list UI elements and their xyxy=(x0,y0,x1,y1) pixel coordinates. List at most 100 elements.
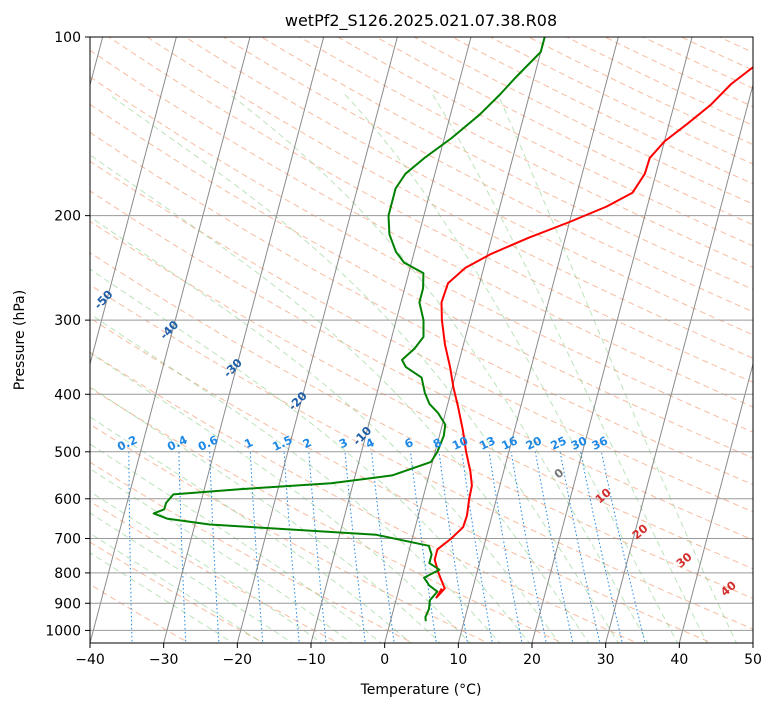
isotherm-line xyxy=(163,37,325,643)
mixing-ratio-label: 0.1 xyxy=(68,433,92,454)
dry-adiabat-line xyxy=(527,37,753,146)
isotherm-line xyxy=(90,37,177,366)
isotherm-line xyxy=(678,362,753,643)
mixing-ratio-label: 30 xyxy=(569,433,589,452)
dry-adiabat-line xyxy=(90,252,753,600)
x-tick-label: −20 xyxy=(223,652,253,668)
isotherm-line xyxy=(90,37,251,643)
mixing-ratio-line xyxy=(600,451,646,643)
x-axis-title: Temperature (°C) xyxy=(360,682,482,698)
mixing-ratio-label: 2 xyxy=(301,435,314,451)
mixing-ratio-line xyxy=(488,451,523,643)
dry-adiabat-line xyxy=(90,541,265,643)
moist-adiabat-line xyxy=(432,94,708,643)
y-tick-label: 400 xyxy=(54,387,81,403)
isotherm-label: -60 xyxy=(29,242,54,267)
mixing-ratio-label: 1.5 xyxy=(270,432,294,453)
isotherm-line xyxy=(310,37,472,643)
mixing-ratio-label: 36 xyxy=(589,433,609,452)
isotherm-line xyxy=(531,37,693,643)
y-tick-label: 200 xyxy=(54,209,81,225)
moist-adiabat-line xyxy=(90,352,471,643)
x-tick-label: −40 xyxy=(75,652,105,668)
mixing-ratio-line xyxy=(209,451,220,643)
dry-adiabat-line xyxy=(298,37,753,268)
dry-adiabat-line xyxy=(222,37,753,313)
isotherm-line xyxy=(605,83,753,643)
dry-adiabat-label: 20 xyxy=(629,521,650,542)
mixing-ratio-label: 13 xyxy=(477,433,497,452)
dry-adiabat-line xyxy=(766,24,775,646)
dry-adiabat-line xyxy=(680,37,753,71)
y-tick-label: 800 xyxy=(54,566,81,582)
isotherm-line xyxy=(752,641,753,643)
dry-adiabat-label: 40 xyxy=(718,578,739,599)
y-tick-label: 300 xyxy=(54,313,81,329)
dry-adiabat-line xyxy=(108,37,753,383)
isotherm-label: -30 xyxy=(220,356,245,381)
moist-adiabat-line xyxy=(90,268,531,643)
dry-adiabat-line xyxy=(90,220,753,570)
dry-adiabat-line xyxy=(90,131,753,486)
y-tick-label: 500 xyxy=(54,445,81,461)
mixing-ratio-label: 20 xyxy=(524,433,544,452)
x-tick-label: 0 xyxy=(380,652,389,668)
y-tick-label: 1000 xyxy=(45,623,81,639)
mixing-ratio-label: 1 xyxy=(242,435,255,451)
x-tick-label: 40 xyxy=(670,652,688,668)
dewpoint-profile-line xyxy=(152,37,546,622)
mixing-ratio-line xyxy=(344,451,366,643)
dry-adiabat-line xyxy=(603,37,753,108)
background-lines xyxy=(82,24,775,646)
dry-adiabat-line xyxy=(90,284,753,630)
dry-adiabat-line xyxy=(90,351,639,643)
isotherm-line xyxy=(457,37,619,643)
data-lines xyxy=(152,37,753,622)
dry-adiabat-line xyxy=(184,37,753,336)
mixing-ratio-line xyxy=(461,451,493,643)
dry-adiabat-label: 10 xyxy=(592,485,613,506)
mixing-ratio-label: 16 xyxy=(499,433,519,452)
dry-adiabat-line xyxy=(90,387,564,643)
dry-adiabat-line xyxy=(90,190,753,541)
isotherm-line xyxy=(236,37,398,643)
moist-adiabat-line xyxy=(497,94,738,643)
plot-frame xyxy=(89,36,754,644)
dry-adiabat-line xyxy=(90,160,753,513)
mixing-ratio-line xyxy=(249,451,264,643)
moist-adiabat-line xyxy=(90,386,442,643)
moist-adiabat-line xyxy=(90,468,353,643)
mixing-ratio-line xyxy=(410,451,437,643)
mixing-ratio-line xyxy=(559,451,601,643)
moist-adiabat-line xyxy=(108,94,619,643)
mixing-ratio-line xyxy=(510,451,547,643)
dry-adiabat-line xyxy=(90,461,415,643)
mixing-ratio-line xyxy=(128,451,133,643)
dry-adiabat-line xyxy=(260,37,753,290)
moist-adiabat-line xyxy=(90,443,382,643)
isotherm-label: -40 xyxy=(157,318,182,343)
x-tick-label: 20 xyxy=(523,652,541,668)
mixing-ratio-line xyxy=(371,451,395,643)
moist-adiabat-line xyxy=(344,94,678,643)
axes: −40 −30 −20 −10 0 10 20 30 40 5010020030040050060… xyxy=(45,30,762,668)
mixing-ratio-label: 6 xyxy=(402,435,415,451)
dry-adiabat-line xyxy=(90,500,340,643)
x-tick-label: 50 xyxy=(744,652,762,668)
mixing-ratio-label: 0.4 xyxy=(165,433,189,454)
mixing-ratio-line xyxy=(178,451,187,643)
moist-adiabat-line xyxy=(90,512,293,643)
mixing-ratio-line xyxy=(283,451,300,643)
moist-adiabat-line xyxy=(90,552,234,643)
mixing-ratio-label: 0.6 xyxy=(196,433,220,454)
mixing-ratio-line xyxy=(438,451,469,643)
moist-adiabat-line xyxy=(90,532,264,643)
mixing-ratio-line xyxy=(82,452,83,646)
y-tick-label: 100 xyxy=(54,30,81,46)
dry-adiabat-line xyxy=(565,37,753,126)
moist-adiabat-line xyxy=(90,416,412,643)
dry-adiabat-label: 30 xyxy=(673,550,694,571)
dry-adiabat-line xyxy=(374,37,753,226)
